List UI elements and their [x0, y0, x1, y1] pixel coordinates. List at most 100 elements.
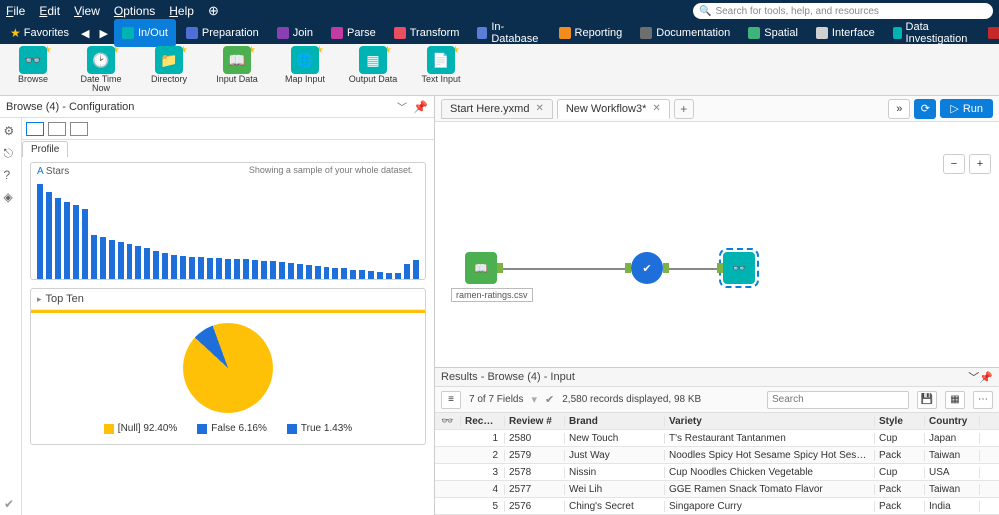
- bar: [270, 261, 276, 279]
- menu-edit[interactable]: Edit: [39, 4, 60, 18]
- add-tab-button[interactable]: +: [674, 99, 694, 119]
- results-collapse-icon[interactable]: ﹀: [968, 369, 979, 385]
- rail-help-icon[interactable]: ?: [4, 168, 18, 182]
- category-data-investigation[interactable]: Data Investigation: [885, 19, 979, 47]
- tool-map-input[interactable]: ★ 🌐 Map Input: [280, 46, 330, 84]
- table-row[interactable]: 32578NissinCup Noodles Chicken Vegetable…: [435, 464, 999, 481]
- cell: 2: [461, 450, 505, 461]
- global-search[interactable]: 🔍 Search for tools, help, and resources: [693, 3, 993, 19]
- view-mode-3[interactable]: [70, 122, 88, 136]
- bar: [73, 205, 79, 279]
- column-header[interactable]: Record: [461, 416, 505, 427]
- category-prev[interactable]: ◀: [77, 27, 93, 40]
- results-grid: 👓RecordReview #BrandVarietyStyleCountry1…: [435, 413, 999, 515]
- category-parse[interactable]: Parse: [323, 19, 384, 47]
- view-mode-2[interactable]: [48, 122, 66, 136]
- table-row[interactable]: 22579Just WayNoodles Spicy Hot Sesame Sp…: [435, 447, 999, 464]
- cell: 1: [461, 433, 505, 444]
- results-menu-icon[interactable]: ≡: [441, 391, 461, 409]
- menu-help[interactable]: Help: [169, 4, 194, 18]
- tool-directory[interactable]: ★ 📁 Directory: [144, 46, 194, 84]
- cell: GGE Ramen Snack Tomato Flavor: [665, 484, 875, 495]
- cell: 2577: [505, 484, 565, 495]
- search-placeholder: Search for tools, help, and resources: [715, 6, 878, 17]
- tool-date-time-now[interactable]: ★ 🕑 Date Time Now: [76, 46, 126, 93]
- tool-output-data[interactable]: ★ ▦ Output Data: [348, 46, 398, 84]
- rail-anchor-icon[interactable]: ⎋: [4, 146, 18, 160]
- in-anchor-1[interactable]: [625, 263, 631, 273]
- workflow-canvas[interactable]: − + 📖 ramen-ratings.csv ✔ 👓: [435, 122, 999, 367]
- view-mode-row: [22, 118, 434, 140]
- in-anchor-2[interactable]: [717, 263, 723, 273]
- book-icon: 📖: [474, 262, 488, 275]
- column-header[interactable]: Brand: [565, 416, 665, 427]
- table-row[interactable]: 42577Wei LihGGE Ramen Snack Tomato Flavo…: [435, 481, 999, 498]
- out-anchor-1[interactable]: [663, 263, 669, 273]
- cell: Cup Noodles Chicken Vegetable: [665, 467, 875, 478]
- view-mode-1[interactable]: [26, 122, 44, 136]
- rail-nav-icon[interactable]: ◈: [4, 190, 18, 204]
- bar: [144, 248, 150, 279]
- chevron-icon[interactable]: ▸: [37, 294, 42, 305]
- bar: [91, 235, 97, 279]
- cell: Cup: [875, 467, 925, 478]
- category-interface[interactable]: Interface: [808, 19, 883, 47]
- tool-text-input[interactable]: ★ 📄 Text Input: [416, 46, 466, 84]
- run-button[interactable]: ▷ Run: [940, 99, 993, 118]
- tool-ribbon: ★ 👓 Browse ★ 🕑 Date Time Now ★ 📁 Directory…: [0, 44, 999, 96]
- view-icon[interactable]: ▦: [945, 391, 965, 409]
- category-spatial[interactable]: Spatial: [740, 19, 806, 47]
- zoom-out-button[interactable]: −: [943, 154, 965, 174]
- pin-icon[interactable]: 📌: [413, 100, 428, 114]
- category-in-database[interactable]: In-Database: [469, 19, 548, 47]
- save-icon[interactable]: 💾: [917, 391, 937, 409]
- menu-file[interactable]: File: [6, 4, 25, 18]
- column-header[interactable]: Review #: [505, 416, 565, 427]
- category-transform[interactable]: Transform: [386, 19, 468, 47]
- results-pin-icon[interactable]: 📌: [979, 371, 993, 384]
- cell: Pack: [875, 501, 925, 512]
- connection-2: [665, 268, 720, 270]
- results-search[interactable]: [767, 391, 909, 409]
- tool-input-data[interactable]: ★ 📖 Input Data: [212, 46, 262, 84]
- output-anchor[interactable]: [497, 263, 503, 273]
- menu-options[interactable]: Options: [114, 4, 155, 18]
- favorites-category[interactable]: ★ Favorites: [4, 26, 75, 40]
- column-header[interactable]: Variety: [665, 416, 875, 427]
- bar: [216, 258, 222, 279]
- zoom-in-button[interactable]: +: [969, 154, 991, 174]
- bar: [252, 260, 258, 279]
- category-reporting[interactable]: Reporting: [551, 19, 631, 47]
- refresh-button[interactable]: ⟳: [914, 99, 936, 119]
- bar: [413, 260, 419, 279]
- profile-tab[interactable]: Profile: [22, 141, 68, 157]
- category-in-out[interactable]: In/Out: [114, 19, 176, 47]
- category-documentation[interactable]: Documentation: [632, 19, 738, 47]
- select-node[interactable]: ✔: [631, 252, 663, 284]
- category-preparation[interactable]: Preparation: [178, 19, 267, 47]
- records-label: 2,580 records displayed, 98 KB: [562, 394, 701, 405]
- collapse-icon[interactable]: ﹀: [397, 99, 407, 114]
- workflow-tab[interactable]: New Workflow3*✕: [557, 99, 670, 119]
- browse-node[interactable]: 👓: [723, 252, 755, 284]
- category-next[interactable]: ▶: [95, 27, 111, 40]
- column-header[interactable]: Country: [925, 416, 980, 427]
- workflow-tab[interactable]: Start Here.yxmd✕: [441, 99, 553, 119]
- globe-icon[interactable]: ⊕: [208, 3, 219, 19]
- tool-browse[interactable]: ★ 👓 Browse: [8, 46, 58, 84]
- table-row[interactable]: 12580New TouchT's Restaurant TantanmenCu…: [435, 430, 999, 447]
- bar: [46, 192, 52, 279]
- category-join[interactable]: Join: [269, 19, 321, 47]
- column-header[interactable]: Style: [875, 416, 925, 427]
- more-button[interactable]: »: [888, 99, 910, 119]
- close-icon[interactable]: ✕: [652, 103, 660, 114]
- menu-view[interactable]: View: [74, 4, 100, 18]
- category-predictive[interactable]: Predictive: [980, 19, 999, 47]
- input-data-node[interactable]: 📖: [465, 252, 497, 284]
- table-row[interactable]: 52576Ching's SecretSingapore CurryPackIn…: [435, 498, 999, 515]
- more-icon[interactable]: ⋯: [973, 391, 993, 409]
- rail-settings-icon[interactable]: ⚙: [4, 124, 18, 138]
- bar: [261, 261, 267, 279]
- close-icon[interactable]: ✕: [535, 103, 543, 114]
- legend-item: False 6.16%: [197, 423, 267, 434]
